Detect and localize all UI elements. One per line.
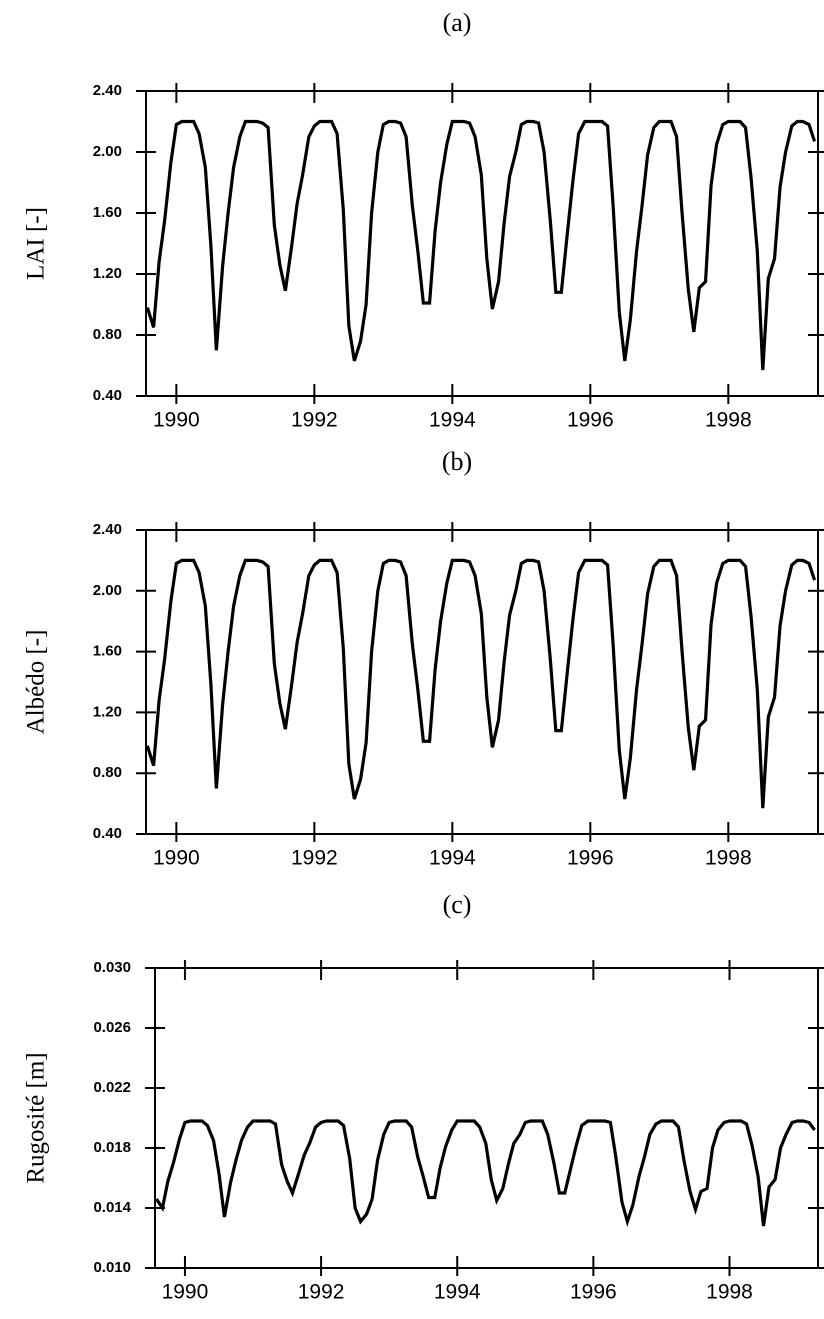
data-line [155,1119,816,1227]
y-tick-label: 1.20 [93,703,122,720]
y-tick-label: 0.030 [93,959,131,976]
x-tick-label: 1992 [298,1281,345,1304]
panel-title: (c) [443,890,472,919]
y-axis-label: Albédo [-] [23,630,50,735]
plot-frame [154,967,819,1269]
x-tick-label: 1998 [705,847,752,870]
x-tick-label: 1990 [153,409,200,432]
y-tick-label: 0.010 [93,1259,131,1276]
x-tick-label: 1996 [570,1281,617,1304]
plot-frame [145,529,819,835]
x-tick-label: 1996 [567,847,614,870]
y-tick-label: 0.80 [93,326,122,343]
y-tick-label: 0.40 [93,387,122,404]
x-tick-label: 1994 [429,409,476,432]
y-tick-label: 1.20 [93,265,122,282]
x-tick-label: 1992 [291,409,338,432]
y-tick-label: 2.40 [93,82,122,99]
y-tick-label: 0.014 [93,1199,131,1216]
x-tick-label: 1994 [434,1281,481,1304]
x-tick-label: 1996 [567,409,614,432]
x-tick-label: 1992 [291,847,338,870]
y-axis-label: Rugosité [m] [23,1052,50,1183]
y-tick-label: 0.80 [93,764,122,781]
data-line [145,558,817,809]
x-tick-label: 1998 [705,409,752,432]
y-tick-label: 0.018 [93,1139,131,1156]
data-line [145,119,817,371]
y-tick-label: 1.60 [93,643,122,660]
panel-title: (b) [442,447,472,476]
y-tick-label: 2.00 [93,143,122,160]
y-tick-label: 0.40 [93,825,122,842]
y-tick-label: 0.022 [93,1079,131,1096]
x-tick-label: 1990 [162,1281,209,1304]
y-tick-label: 0.026 [93,1019,131,1036]
x-tick-label: 1994 [429,847,476,870]
y-tick-label: 2.40 [93,521,122,538]
panel-title: (a) [443,8,472,37]
x-tick-label: 1998 [706,1281,753,1304]
y-tick-label: 2.00 [93,582,122,599]
y-tick-label: 1.60 [93,204,122,221]
plot-frame [145,90,819,397]
x-tick-label: 1990 [153,847,200,870]
y-axis-label: LAI [-] [23,207,50,280]
